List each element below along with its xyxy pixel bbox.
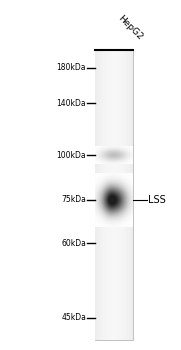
Text: LSS: LSS [148, 195, 166, 205]
Text: 75kDa: 75kDa [61, 196, 86, 204]
Text: 60kDa: 60kDa [61, 238, 86, 247]
Text: 100kDa: 100kDa [56, 150, 86, 160]
Text: 45kDa: 45kDa [61, 314, 86, 322]
Bar [95, 50, 133, 340]
Text: 180kDa: 180kDa [56, 63, 86, 72]
Text: 140kDa: 140kDa [56, 98, 86, 107]
Text: HepG2: HepG2 [116, 14, 144, 42]
